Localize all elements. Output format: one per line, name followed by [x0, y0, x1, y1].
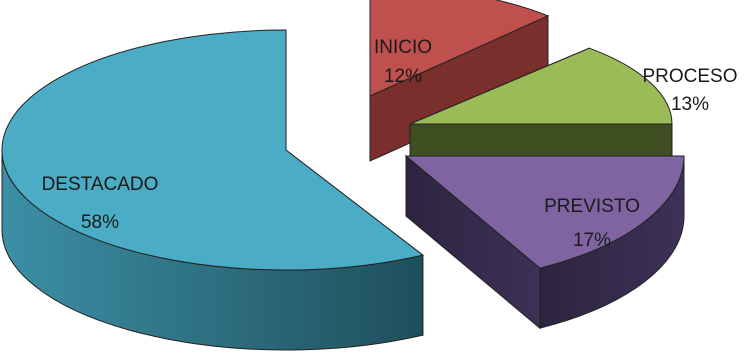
slice-label-previsto: PREVISTO — [544, 196, 640, 217]
slice-top-face — [404, 155, 685, 269]
slice-top-face — [369, 0, 550, 97]
slice-percent-previsto: 17% — [573, 230, 611, 251]
slice-top-face — [409, 47, 673, 125]
slice-top-face — [1, 29, 424, 271]
pie-slice-proceso — [409, 47, 673, 165]
slice-label-destacado: DESTACADO — [42, 174, 159, 195]
slice-label-proceso: PROCESO — [642, 66, 737, 87]
slice-percent-inicio: 12% — [384, 66, 422, 87]
pie-slice-destacado — [1, 29, 424, 351]
slice-label-inicio: INICIO — [374, 37, 432, 58]
slice-percent-destacado: 58% — [81, 212, 119, 233]
pie-slice-previsto — [404, 154, 685, 330]
slice-percent-proceso: 13% — [671, 94, 709, 115]
